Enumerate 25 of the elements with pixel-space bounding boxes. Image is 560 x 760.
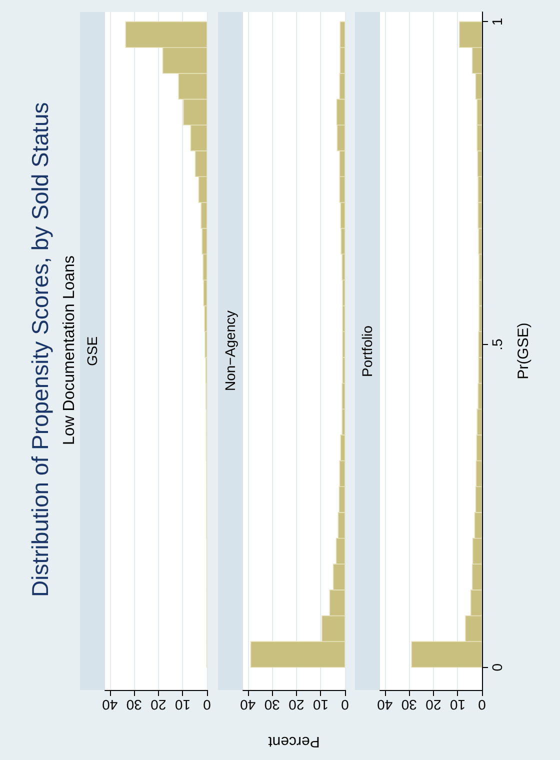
x-tick-label: 0 [478,697,486,713]
y-tick-label: .5 [489,338,505,350]
x-tick-label: 10 [450,697,466,713]
y-axis-title: Pr(GSE) [515,322,532,380]
x-tick-label: 10 [174,697,191,713]
text: Low Documentation Loans [60,254,79,447]
x-tick-label: 40 [240,697,256,713]
x-tick-label: 20 [288,697,304,713]
y-tick-label: 1 [489,18,505,26]
x-tick-label: 10 [312,697,329,713]
x-tick-label: 30 [126,697,142,713]
text: GSE [80,12,105,690]
text: Distribution of Propensity Scores, by Sold Status [26,102,54,600]
x-axis-title: Percent [267,733,320,750]
x-tick-label: 40 [102,697,118,713]
x-tick-label: 20 [150,697,166,713]
x-tick-label: 20 [425,697,442,713]
x-tick-label: 40 [376,697,393,713]
text: Non−Agency [218,12,243,690]
x-tick-label: 30 [264,697,280,713]
y-tick-label: 0 [489,663,505,672]
text: Portfolio [355,12,380,690]
x-tick-label: 30 [401,697,417,713]
x-tick-label: 0 [202,697,211,713]
x-tick-label: 0 [340,697,349,713]
